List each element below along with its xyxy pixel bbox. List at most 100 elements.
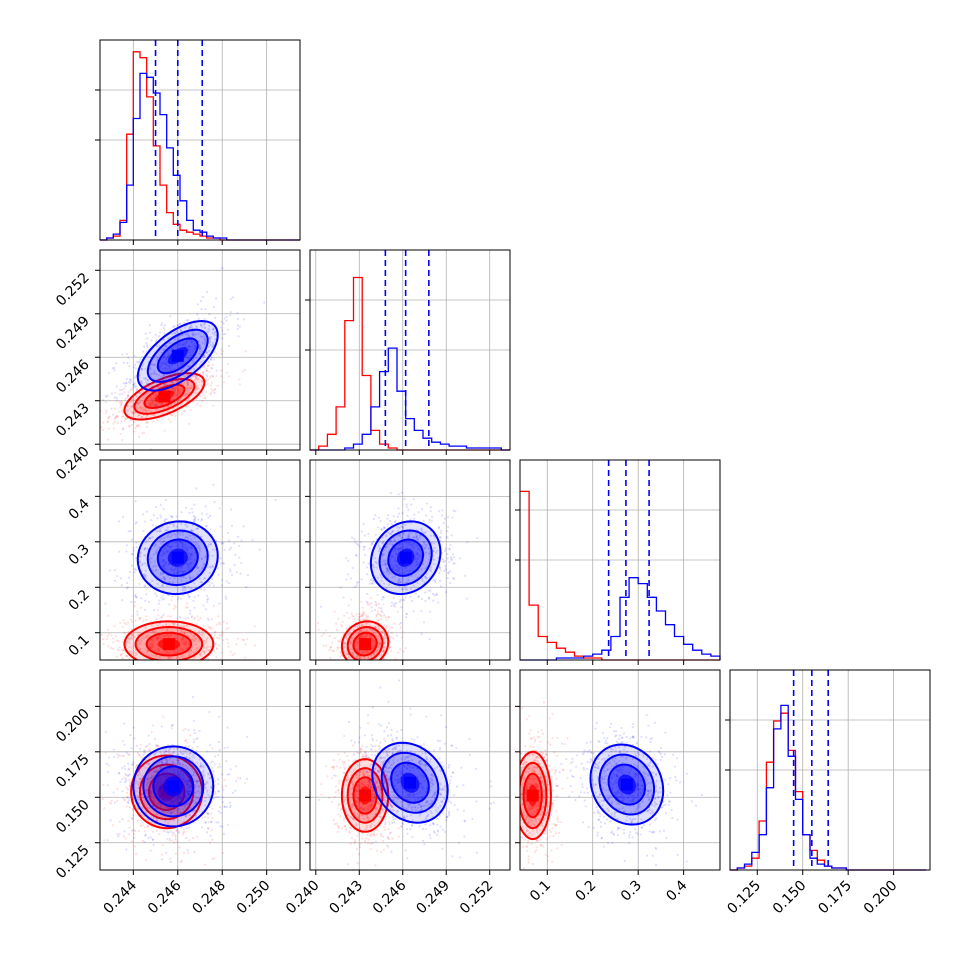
blue-scatter-point: [205, 782, 208, 785]
red-scatter-point: [173, 604, 176, 607]
red-scatter-point: [195, 384, 198, 388]
blue-scatter-point: [211, 341, 214, 345]
blue-scatter-point: [371, 563, 374, 566]
blue-scatter-point: [143, 608, 147, 612]
red-scatter-point: [210, 829, 214, 832]
blue-scatter-point: [448, 548, 451, 551]
red-scatter-point: [368, 624, 371, 627]
red-scatter-point: [161, 412, 164, 415]
blue-scatter-point: [418, 548, 421, 551]
blue-scatter-point: [209, 343, 212, 346]
blue-scatter-point: [201, 391, 204, 394]
red-scatter-point: [138, 802, 141, 805]
red-scatter-point: [201, 381, 204, 384]
red-scatter-point: [342, 667, 344, 669]
red-scatter-point: [215, 647, 218, 651]
blue-scatter-point: [438, 536, 441, 539]
blue-scatter-point: [431, 558, 434, 561]
red-scatter-point: [131, 817, 134, 821]
blue-scatter-point: [452, 556, 455, 559]
blue-scatter-point: [165, 761, 168, 764]
blue-scatter-point: [175, 828, 178, 832]
blue-scatter-point: [220, 541, 223, 545]
blue-scatter-point: [180, 511, 183, 514]
blue-scatter-point: [394, 557, 397, 560]
blue-scatter-point: [221, 542, 224, 546]
red-scatter-point: [169, 857, 172, 860]
blue-scatter-point: [148, 324, 151, 327]
red-scatter-point: [170, 598, 173, 602]
blue-scatter-point: [182, 576, 185, 579]
blue-scatter-point: [160, 322, 163, 325]
red-scatter-point: [139, 778, 142, 781]
blue-scatter-point: [173, 390, 176, 393]
blue-scatter-point: [127, 356, 130, 359]
red-scatter-point: [128, 806, 132, 809]
blue-scatter-point: [192, 518, 195, 522]
blue-scatter-point: [223, 317, 226, 320]
blue-scatter-point: [196, 546, 199, 549]
red-scatter-point: [170, 839, 174, 842]
red-scatter-point: [126, 394, 129, 397]
blue-scatter-point: [355, 584, 358, 587]
corner-panels: 0.125 0.150 0.175 0.2000.2400.2430.2460.249…: [53, 39, 931, 917]
blue-scatter-point: [159, 514, 162, 517]
blue-scatter-point: [139, 555, 142, 558]
blue-scatter-point: [193, 348, 196, 351]
blue-scatter-point: [158, 410, 161, 413]
blue-scatter-point: [208, 795, 212, 798]
red-scatter-point: [149, 373, 152, 377]
red-scatter-point: [212, 404, 215, 407]
blue-scatter-point: [353, 540, 357, 543]
red-scatter-point: [160, 616, 163, 619]
red-scatter-point: [188, 397, 191, 400]
blue-scatter-point: [188, 779, 191, 783]
red-scatter-point: [139, 819, 142, 822]
blue-scatter-point: [236, 317, 240, 321]
red-scatter-point: [133, 600, 136, 604]
red-scatter-point: [190, 650, 193, 653]
red-scatter-point: [159, 781, 162, 784]
red-scatter-point: [384, 639, 387, 643]
blue-scatter-point: [221, 579, 224, 582]
blue-scatter-point: [155, 548, 158, 551]
blue-scatter-point: [125, 377, 128, 381]
red-scatter-point: [328, 635, 331, 638]
blue-scatter-point: [135, 596, 138, 599]
red-scatter-point: [208, 841, 211, 844]
blue-scatter-point: [389, 492, 393, 495]
red-scatter-point: [131, 411, 134, 414]
blue-scatter-point: [237, 535, 240, 538]
blue-scatter-point: [184, 543, 187, 546]
blue-scatter-point: [360, 530, 363, 533]
blue-scatter-point: [385, 545, 388, 549]
blue-scatter-point: [200, 350, 203, 353]
red-scatter-point: [107, 645, 110, 648]
red-scatter-point: [175, 385, 178, 388]
blue-scatter-point: [136, 613, 139, 616]
red-scatter-point: [114, 635, 117, 638]
red-scatter-point: [156, 813, 159, 816]
red-scatter-point: [169, 819, 172, 822]
red-scatter-point: [144, 408, 147, 411]
red-scatter-point: [148, 763, 151, 766]
blue-scatter-point: [175, 393, 178, 396]
blue-scatter-point: [108, 569, 111, 572]
blue-scatter-point: [238, 325, 241, 328]
red-scatter-point: [171, 622, 174, 625]
blue-scatter-point: [371, 564, 374, 567]
blue-scatter-point: [160, 596, 163, 599]
red-scatter-point: [369, 666, 371, 668]
blue-scatter-point: [211, 344, 215, 347]
red-scatter-point: [378, 643, 382, 646]
red-scatter-point: [382, 649, 386, 652]
red-scatter-point: [168, 839, 171, 842]
blue-scatter-point: [181, 334, 184, 337]
red-scatter-point: [119, 621, 122, 624]
blue-scatter-point: [127, 395, 130, 398]
blue-scatter-point: [192, 719, 195, 722]
blue-scatter-point: [174, 338, 177, 341]
red-scatter-point: [192, 770, 195, 774]
red-scatter-point: [363, 628, 366, 631]
blue-scatter-point: [151, 392, 154, 396]
